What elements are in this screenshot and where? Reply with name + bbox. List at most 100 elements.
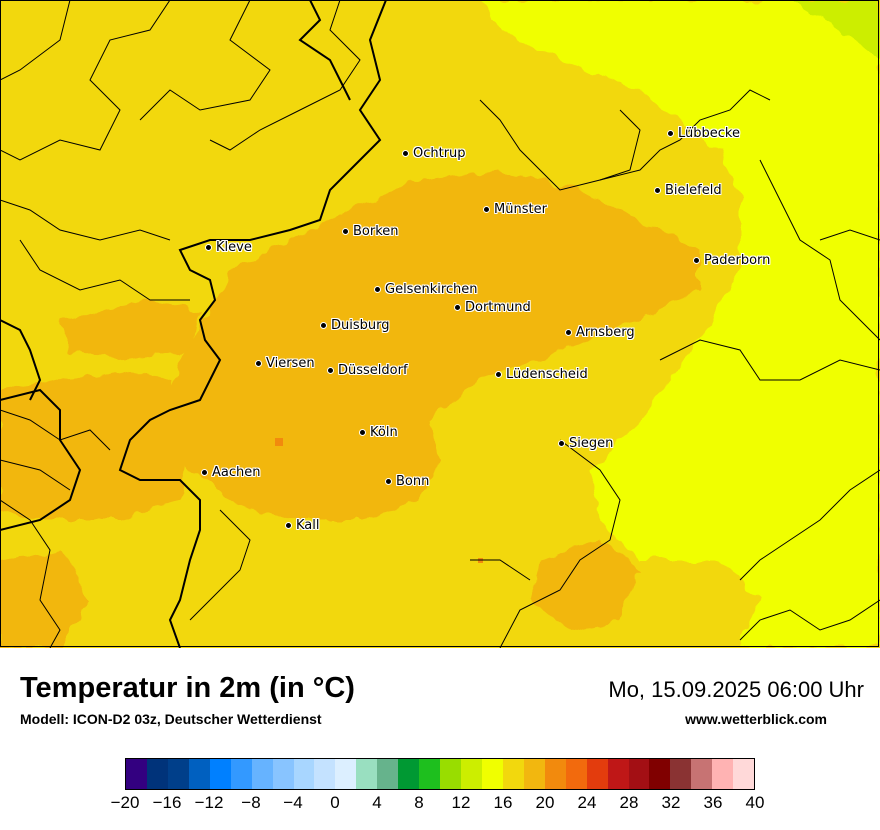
colorbar-segment	[523, 759, 545, 789]
city-dot-icon	[285, 522, 292, 529]
city-label: Borken	[353, 224, 399, 239]
temperature-map[interactable]: Lübbecke Ochtrup Bielefeld Münster Borken Kle…	[0, 0, 880, 649]
colorbar-tick-label: 32	[661, 793, 681, 812]
city-marker[interactable]: Bonn	[385, 474, 429, 489]
colorbar-tick-label: 28	[619, 793, 639, 812]
city-dot-icon	[255, 360, 262, 367]
city-label: Arnsberg	[576, 325, 635, 340]
colorbar-segment	[586, 759, 608, 789]
city-marker[interactable]: Aachen	[201, 465, 260, 480]
city-dot-icon	[483, 206, 490, 213]
city-dot-icon	[495, 371, 502, 378]
colorbar-segment	[293, 759, 315, 789]
city-dot-icon	[342, 228, 349, 235]
colorbar-segment	[649, 759, 671, 789]
website-link[interactable]: www.wetterblick.com	[685, 711, 827, 727]
colorbar-tick-label: −4	[283, 793, 303, 812]
forecast-datetime: Mo, 15.09.2025 06:00 Uhr	[608, 677, 864, 702]
colorbar-segment	[251, 759, 273, 789]
city-label: Münster	[494, 202, 547, 217]
city-dot-icon	[201, 469, 208, 476]
city-marker[interactable]: Gelsenkirchen	[374, 282, 478, 297]
colorbar-segment	[461, 759, 482, 789]
city-label: Duisburg	[331, 318, 390, 333]
city-marker[interactable]: Viersen	[255, 356, 315, 371]
colorbar-tick-label: 8	[414, 793, 424, 812]
city-dot-icon	[667, 130, 674, 137]
city-dot-icon	[320, 322, 327, 329]
city-marker[interactable]: Borken	[342, 224, 399, 239]
city-dot-icon	[693, 257, 700, 264]
city-label: Dortmund	[465, 300, 531, 315]
city-marker[interactable]: Lüdenscheid	[495, 367, 588, 382]
colorbar-segment	[314, 759, 336, 789]
city-label: Gelsenkirchen	[385, 282, 478, 297]
city-marker[interactable]: Köln	[359, 425, 398, 440]
city-label: Aachen	[212, 465, 261, 480]
colorbar-segment	[544, 759, 566, 789]
colorbar-tick-label: 40	[745, 793, 765, 812]
colorbar-tick-label: 24	[577, 793, 597, 812]
city-marker[interactable]: Kleve	[205, 240, 252, 255]
city-label: Köln	[370, 425, 398, 440]
colorbar-tick-label: 16	[493, 793, 513, 812]
colorbar-segment	[419, 759, 441, 789]
city-label: Viersen	[266, 356, 315, 371]
city-dot-icon	[454, 304, 461, 311]
colorbar-segment	[481, 759, 503, 789]
city-marker[interactable]: Münster	[483, 202, 547, 217]
colorbar-tick-labels: −20 −16 −12 −8 −4 0 4 8 12 16 20 24 28 32 36 40	[0, 793, 880, 817]
colorbar-segment	[335, 759, 357, 789]
city-dot-icon	[565, 329, 572, 336]
colorbar-segment	[691, 759, 713, 789]
city-marker[interactable]: Siegen	[558, 436, 613, 451]
city-dot-icon	[654, 187, 661, 194]
city-label: Siegen	[569, 436, 614, 451]
city-marker[interactable]: Paderborn	[693, 253, 770, 268]
colorbar-segment	[272, 759, 294, 789]
city-dot-icon	[558, 440, 565, 447]
city-dot-icon	[374, 286, 381, 293]
colorbar-segment	[167, 759, 189, 789]
chart-title: Temperatur in 2m (in °C)	[20, 672, 355, 704]
colorbar-tick-label: 12	[451, 793, 471, 812]
city-dot-icon	[359, 429, 366, 436]
colorbar-segment	[712, 759, 734, 789]
colorbar-segment	[209, 759, 231, 789]
city-label: Lübbecke	[678, 126, 740, 141]
colorbar-segment	[440, 759, 461, 789]
colorbar-segment	[565, 759, 587, 789]
colorbar-tick-label: 4	[372, 793, 382, 812]
colorbar-segment	[188, 759, 210, 789]
city-marker[interactable]: Lübbecke	[667, 126, 740, 141]
city-label: Kleve	[216, 240, 252, 255]
city-marker[interactable]: Duisburg	[320, 318, 390, 333]
colorbar-tick-label: −12	[194, 793, 224, 812]
colorbar-tick-label: 36	[703, 793, 723, 812]
colorbar-segment	[230, 759, 252, 789]
city-dot-icon	[402, 150, 409, 157]
colorbar-tick-label: 20	[535, 793, 555, 812]
colorbar-tick-label: −8	[241, 793, 261, 812]
city-marker[interactable]: Düsseldorf	[327, 363, 408, 378]
colorbar-segment	[607, 759, 629, 789]
city-label: Paderborn	[704, 253, 771, 268]
colorbar-segment	[628, 759, 650, 789]
temperature-colorbar	[125, 758, 755, 790]
city-marker[interactable]: Kall	[285, 518, 320, 533]
colorbar-segment	[377, 759, 399, 789]
city-label: Bielefeld	[665, 183, 722, 198]
colorbar-segment	[398, 759, 420, 789]
city-marker[interactable]: Dortmund	[454, 300, 531, 315]
colorbar-segment	[733, 759, 755, 789]
colorbar-segment	[502, 759, 524, 789]
city-label: Düsseldorf	[338, 363, 408, 378]
city-marker[interactable]: Ochtrup	[402, 146, 466, 161]
city-marker[interactable]: Arnsberg	[565, 325, 635, 340]
city-label: Kall	[296, 518, 320, 533]
temperature-field	[0, 0, 880, 649]
city-marker[interactable]: Bielefeld	[654, 183, 722, 198]
city-label: Bonn	[396, 474, 430, 489]
colorbar-tick-label: −16	[152, 793, 182, 812]
city-dot-icon	[327, 367, 334, 374]
